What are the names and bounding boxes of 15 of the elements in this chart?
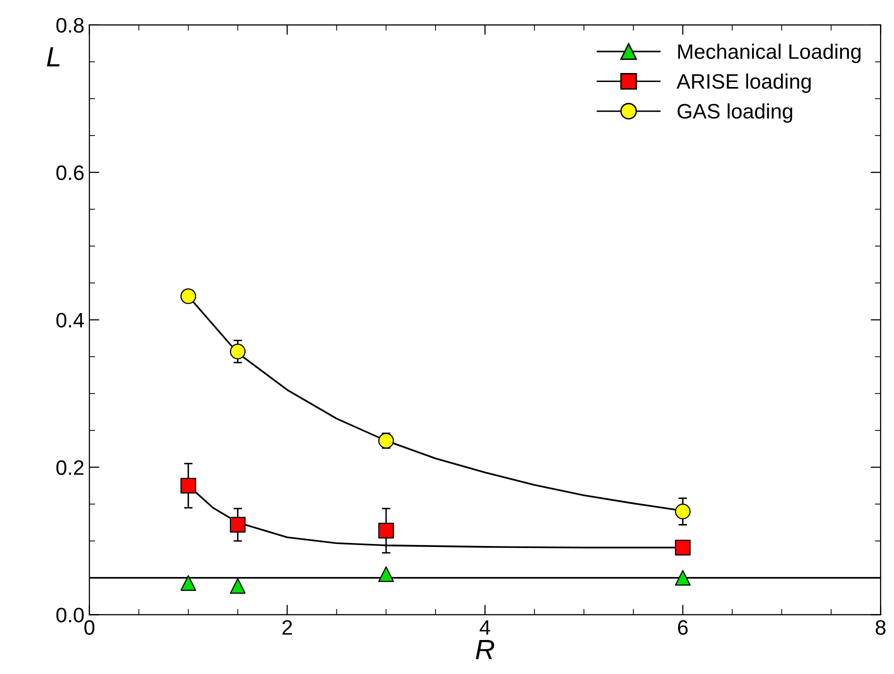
x-tick-label: 6 (678, 620, 688, 635)
x-axis-title: R (476, 640, 494, 660)
y-tick-label: 0.6 (56, 165, 84, 180)
legend-label: ARISE loading (676, 74, 811, 93)
legend-label: GAS loading (678, 103, 792, 123)
x-tick-label: 0 (84, 620, 94, 635)
y-axis-title: L (46, 47, 60, 66)
x-tick-label: 4 (480, 620, 490, 635)
x-tick-label: 8 (876, 620, 886, 635)
y-tick-label: 0.4 (56, 312, 84, 328)
y-tick-label: 0.2 (56, 460, 84, 476)
x-tick-label: 2 (282, 620, 292, 635)
y-tick-label: 0.0 (56, 608, 84, 622)
legend-label: Mechanical Loading (678, 44, 861, 64)
y-tick-label: 0.8 (56, 18, 84, 33)
